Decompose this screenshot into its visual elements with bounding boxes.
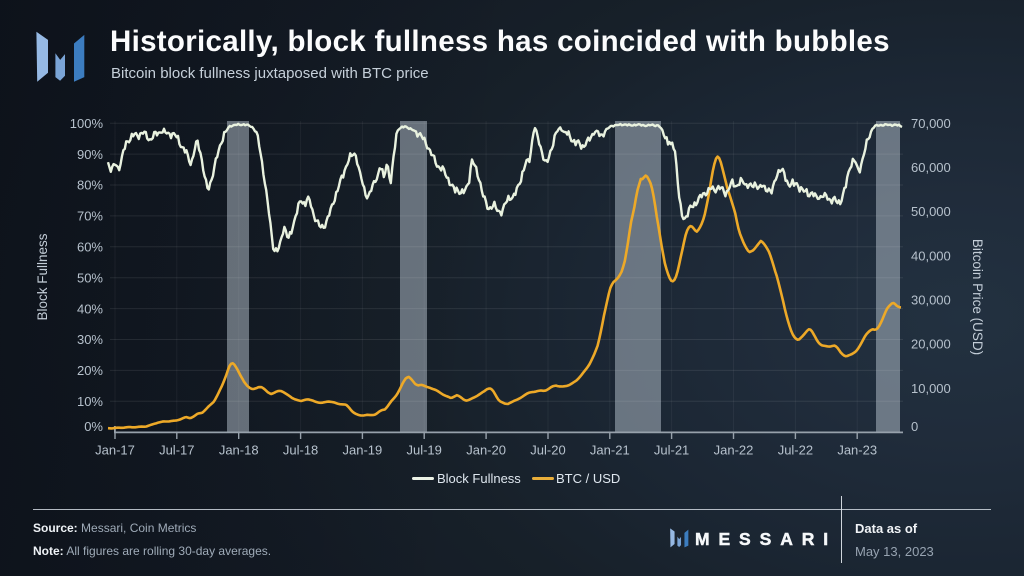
svg-text:40,000: 40,000 (911, 248, 951, 263)
svg-text:50%: 50% (77, 270, 103, 285)
svg-text:Jan-22: Jan-22 (714, 443, 754, 458)
svg-text:Jan-21: Jan-21 (590, 443, 630, 458)
svg-text:10%: 10% (77, 394, 103, 409)
svg-text:Jan-19: Jan-19 (343, 443, 383, 458)
svg-text:Block Fullness: Block Fullness (35, 233, 50, 320)
svg-text:Jan-18: Jan-18 (219, 443, 259, 458)
svg-text:Jan-23: Jan-23 (837, 443, 877, 458)
svg-text:Jul-18: Jul-18 (283, 443, 318, 458)
svg-text:Jan-20: Jan-20 (466, 443, 506, 458)
svg-text:Jul-19: Jul-19 (406, 443, 441, 458)
svg-text:60,000: 60,000 (911, 160, 951, 175)
svg-text:20%: 20% (77, 363, 103, 378)
svg-text:20,000: 20,000 (911, 337, 951, 352)
svg-text:Jul-17: Jul-17 (159, 443, 194, 458)
svg-text:30,000: 30,000 (911, 293, 951, 308)
svg-text:Jan-17: Jan-17 (95, 443, 135, 458)
svg-text:70,000: 70,000 (911, 116, 951, 131)
svg-text:30%: 30% (77, 332, 103, 347)
svg-text:50,000: 50,000 (911, 204, 951, 219)
svg-text:80%: 80% (77, 178, 103, 193)
svg-text:Jul-21: Jul-21 (654, 443, 689, 458)
svg-text:100%: 100% (70, 116, 104, 131)
svg-text:10,000: 10,000 (911, 381, 951, 396)
svg-text:40%: 40% (77, 301, 103, 316)
svg-text:Jul-22: Jul-22 (778, 443, 813, 458)
svg-text:0%: 0% (84, 419, 103, 434)
svg-text:Jul-20: Jul-20 (530, 443, 565, 458)
svg-text:60%: 60% (77, 240, 103, 255)
svg-text:90%: 90% (77, 147, 103, 162)
svg-text:Bitcoin Price (USD): Bitcoin Price (USD) (970, 239, 985, 355)
svg-text:70%: 70% (77, 209, 103, 224)
svg-text:0: 0 (911, 419, 918, 434)
